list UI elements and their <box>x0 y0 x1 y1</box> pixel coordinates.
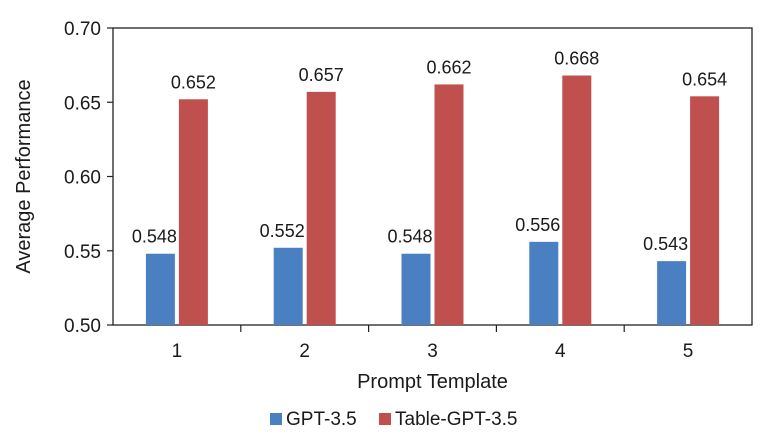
bar-gpt-3-5 <box>529 241 559 325</box>
legend-swatch <box>270 413 282 425</box>
x-axis-title: Prompt Template <box>357 371 508 393</box>
data-label: 0.654 <box>682 69 727 89</box>
bar-gpt-3-5 <box>273 247 303 325</box>
x-tick-label: 4 <box>555 341 566 362</box>
y-tick-label: 0.65 <box>64 93 101 114</box>
bar-table-gpt-3-5 <box>690 96 720 325</box>
bar-gpt-3-5 <box>401 253 431 325</box>
x-tick-label: 1 <box>172 341 183 362</box>
bars-group <box>145 75 720 326</box>
data-label: 0.548 <box>132 227 177 247</box>
bar-table-gpt-3-5 <box>562 75 592 326</box>
data-label: 0.548 <box>387 227 432 247</box>
y-tick-label: 0.50 <box>64 316 101 337</box>
bar-table-gpt-3-5 <box>306 91 336 325</box>
data-label: 0.552 <box>260 221 305 241</box>
x-tick-label: 2 <box>299 341 310 362</box>
bar-gpt-3-5 <box>657 261 687 325</box>
data-label: 0.652 <box>171 72 216 92</box>
data-label: 0.657 <box>299 65 344 85</box>
x-tick-label: 3 <box>427 341 438 362</box>
legend-swatch <box>379 413 391 425</box>
data-label: 0.556 <box>515 215 560 235</box>
legend: GPT-3.5 Table-GPT-3.5 <box>270 409 518 430</box>
data-label: 0.662 <box>426 57 471 77</box>
legend-label: Table-GPT-3.5 <box>395 409 518 430</box>
x-tick-label: 5 <box>683 341 694 362</box>
legend-label: GPT-3.5 <box>286 409 357 430</box>
data-label: 0.668 <box>554 49 599 69</box>
bar-table-gpt-3-5 <box>178 99 208 325</box>
y-tick-label: 0.60 <box>64 168 101 189</box>
bar-table-gpt-3-5 <box>434 84 464 326</box>
data-label: 0.543 <box>643 234 688 254</box>
y-tick-label: 0.70 <box>64 19 101 40</box>
axes-group: 0.50 0.55 0.60 0.65 0.70 1 2 3 4 5 Prompt Template… <box>13 19 753 393</box>
y-axis-title: Average Performance <box>13 79 35 273</box>
labels-group: 0.548 0.652 0.552 0.657 0.548 0.662 0.556 0.668… <box>132 49 727 255</box>
y-tick-label: 0.55 <box>64 242 101 263</box>
bar-gpt-3-5 <box>145 253 175 325</box>
